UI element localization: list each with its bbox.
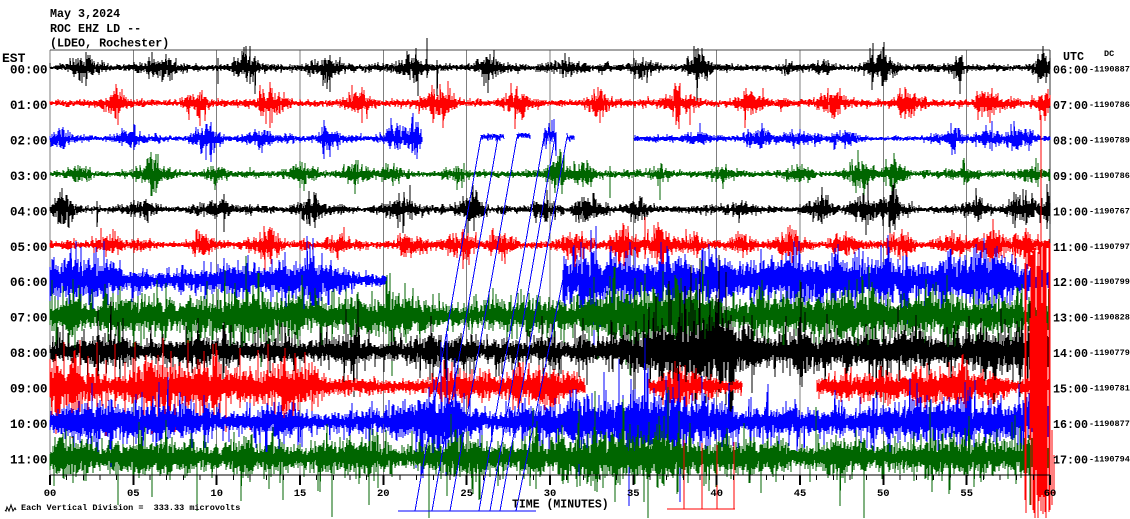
svg-text:00: 00 [44,488,57,500]
svg-text:EST: EST [2,51,26,66]
svg-text:11:00: 11:00 [1053,241,1088,255]
svg-text:05: 05 [127,488,140,500]
svg-text:30: 30 [544,488,557,500]
svg-text:45: 45 [794,488,807,500]
svg-text:50: 50 [877,488,890,500]
svg-text:DC: DC [1104,49,1114,59]
svg-text:-1190887: -1190887 [1089,65,1130,75]
svg-text:-1190794: -1190794 [1089,454,1130,464]
svg-text:Each Vertical Division = 333.: Each Vertical Division = 333.33 microvol… [21,503,240,513]
svg-text:16:00: 16:00 [1053,418,1088,432]
svg-text:-1190786: -1190786 [1089,171,1130,181]
svg-text:09:00: 09:00 [10,383,48,397]
svg-text:ROC EHZ LD --: ROC EHZ LD -- [50,22,141,36]
svg-text:06:00: 06:00 [1053,64,1088,78]
svg-text:14:00: 14:00 [1053,347,1088,361]
svg-text:06:00: 06:00 [10,276,48,290]
svg-text:08:00: 08:00 [10,347,48,361]
svg-text:12:00: 12:00 [1053,276,1088,290]
svg-text:-1190789: -1190789 [1089,136,1130,146]
svg-text:40: 40 [710,488,723,500]
svg-text:11:00: 11:00 [10,453,48,467]
svg-text:20: 20 [377,488,390,500]
svg-text:60: 60 [1044,488,1057,500]
svg-text:-1190797: -1190797 [1089,242,1130,252]
svg-text:-1190767: -1190767 [1089,206,1130,216]
svg-text:02:00: 02:00 [10,135,48,149]
svg-text:-1190799: -1190799 [1089,277,1130,287]
svg-text:17:00: 17:00 [1053,453,1088,467]
svg-text:-1190779: -1190779 [1089,348,1130,358]
svg-text:-1190786: -1190786 [1089,100,1130,110]
svg-text:07:00: 07:00 [10,312,48,326]
svg-text:-1190877: -1190877 [1089,419,1130,429]
svg-text:35: 35 [627,488,640,500]
svg-text:07:00: 07:00 [1053,99,1088,113]
svg-text:08:00: 08:00 [1053,135,1088,149]
svg-text:UTC: UTC [1063,50,1084,64]
svg-text:10: 10 [210,488,223,500]
svg-text:-1190781: -1190781 [1089,384,1130,394]
svg-text:09:00: 09:00 [1053,170,1088,184]
svg-text:TIME (MINUTES): TIME (MINUTES) [512,499,609,512]
svg-text:13:00: 13:00 [1053,312,1088,326]
svg-text:01:00: 01:00 [10,99,48,113]
svg-text:15:00: 15:00 [1053,383,1088,397]
svg-text:May 3,2024: May 3,2024 [50,7,120,21]
svg-text:15: 15 [294,488,307,500]
svg-text:55: 55 [960,488,973,500]
svg-text:(LDEO, Rochester): (LDEO, Rochester) [50,37,169,51]
svg-text:05:00: 05:00 [10,241,48,255]
svg-text:10:00: 10:00 [10,418,48,432]
svg-text:04:00: 04:00 [10,205,48,219]
svg-text:25: 25 [460,488,473,500]
svg-text:00:00: 00:00 [10,64,48,78]
svg-text:-1190828: -1190828 [1089,313,1130,323]
svg-text:10:00: 10:00 [1053,205,1088,219]
svg-text:03:00: 03:00 [10,170,48,184]
